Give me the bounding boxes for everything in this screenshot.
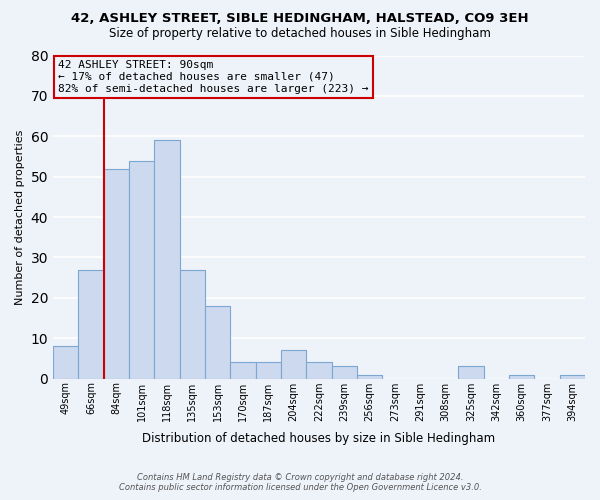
- Bar: [79, 270, 104, 378]
- Bar: [332, 366, 357, 378]
- Bar: [179, 270, 205, 378]
- X-axis label: Distribution of detached houses by size in Sible Hedingham: Distribution of detached houses by size …: [142, 432, 496, 445]
- Text: 42, ASHLEY STREET, SIBLE HEDINGHAM, HALSTEAD, CO9 3EH: 42, ASHLEY STREET, SIBLE HEDINGHAM, HALS…: [71, 12, 529, 26]
- Bar: [509, 374, 535, 378]
- Text: Size of property relative to detached houses in Sible Hedingham: Size of property relative to detached ho…: [109, 28, 491, 40]
- Bar: [560, 374, 585, 378]
- Y-axis label: Number of detached properties: Number of detached properties: [15, 130, 25, 304]
- Bar: [154, 140, 179, 378]
- Text: Contains HM Land Registry data © Crown copyright and database right 2024.
Contai: Contains HM Land Registry data © Crown c…: [119, 473, 481, 492]
- Bar: [458, 366, 484, 378]
- Bar: [129, 160, 154, 378]
- Bar: [104, 168, 129, 378]
- Bar: [256, 362, 281, 378]
- Bar: [230, 362, 256, 378]
- Bar: [357, 374, 382, 378]
- Bar: [281, 350, 307, 378]
- Text: 42 ASHLEY STREET: 90sqm
← 17% of detached houses are smaller (47)
82% of semi-de: 42 ASHLEY STREET: 90sqm ← 17% of detache…: [58, 60, 369, 94]
- Bar: [53, 346, 79, 378]
- Bar: [205, 306, 230, 378]
- Bar: [307, 362, 332, 378]
